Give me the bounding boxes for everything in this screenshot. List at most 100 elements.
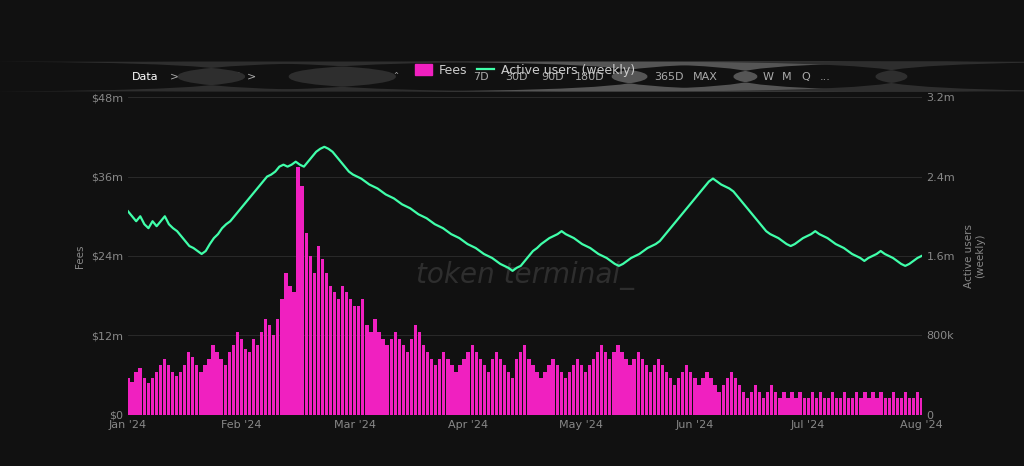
Bar [304,233,308,415]
Text: >: > [169,72,178,82]
Bar [507,372,510,415]
Bar [803,398,806,415]
Bar [871,391,874,415]
Bar [660,365,665,415]
Bar [799,391,802,415]
Text: 365D: 365D [654,72,684,82]
Bar [669,378,672,415]
Bar [745,398,750,415]
Bar [915,391,920,415]
Bar [183,365,186,415]
Bar [385,345,389,415]
Bar [608,358,611,415]
Bar [486,372,490,415]
Bar [656,358,660,415]
Bar [374,319,377,415]
Bar [223,365,227,415]
Bar [196,365,199,415]
Bar [470,345,474,415]
Bar [357,306,360,415]
Bar [200,372,203,415]
Bar [316,246,319,415]
Text: W: W [762,72,773,82]
Bar [515,358,518,415]
Bar [625,358,628,415]
Bar [584,372,587,415]
Bar [867,398,870,415]
Bar [596,352,599,415]
Text: Data: Data [132,72,159,82]
Bar [706,372,709,415]
Text: ⌃: ⌃ [234,72,241,81]
Text: Chart: Chart [196,72,226,82]
Bar [289,286,292,415]
Bar [187,352,190,415]
Bar [490,358,494,415]
Bar [900,398,903,415]
Bar [730,372,733,415]
Bar [175,377,178,415]
Text: ...: ... [819,72,830,82]
Text: 30D: 30D [506,72,528,82]
Bar [689,372,692,415]
Bar [637,352,640,415]
Bar [571,365,575,415]
Bar [855,391,858,415]
Text: M: M [782,72,792,82]
Bar [231,345,234,415]
Bar [296,167,300,415]
Bar [758,391,761,415]
Bar [851,398,854,415]
Bar [733,378,737,415]
Bar [741,391,745,415]
Bar [540,378,543,415]
Bar [227,352,230,415]
Bar [592,358,595,415]
Bar [438,358,441,415]
Y-axis label: Active users
(weekly): Active users (weekly) [964,224,985,288]
Bar [260,332,263,415]
Bar [236,332,239,415]
Bar [701,378,705,415]
Bar [370,332,373,415]
Bar [414,325,417,415]
FancyBboxPatch shape [370,62,890,91]
Bar [552,358,555,415]
Bar [511,378,514,415]
Bar [710,378,713,415]
Bar [207,358,211,415]
Bar [629,365,632,415]
Bar [527,358,530,415]
Bar [167,365,170,415]
Bar [151,378,154,415]
Bar [281,299,284,415]
Bar [782,391,785,415]
Bar [418,332,421,415]
Bar [333,292,336,415]
Bar [459,365,462,415]
Bar [248,352,251,415]
Bar [300,186,304,415]
Bar [920,398,924,415]
Bar [410,339,413,415]
Bar [430,358,433,415]
Bar [762,398,765,415]
Bar [191,356,195,415]
Bar [499,358,502,415]
Bar [268,325,271,415]
Bar [616,345,620,415]
Bar [366,325,369,415]
Text: 90D: 90D [542,72,564,82]
Bar [252,339,255,415]
Bar [633,358,636,415]
Bar [361,299,365,415]
Text: MAX: MAX [693,72,718,82]
Bar [737,385,741,415]
Bar [422,345,425,415]
Text: Key metrics: Key metrics [309,72,375,82]
Bar [531,365,535,415]
Bar [426,352,429,415]
Bar [559,372,563,415]
Bar [774,391,777,415]
Bar [523,345,526,415]
